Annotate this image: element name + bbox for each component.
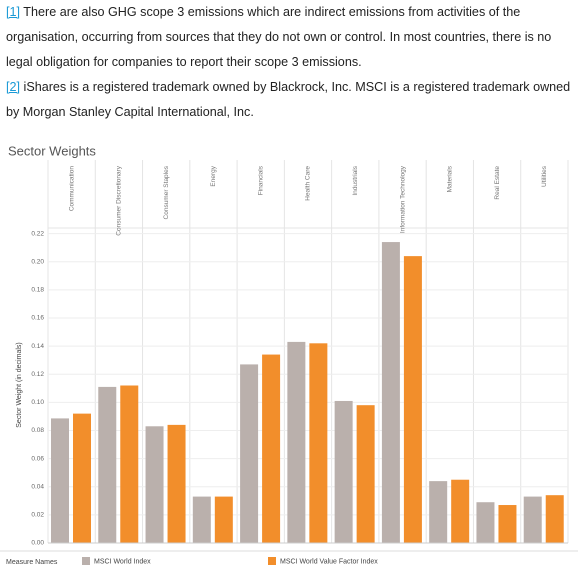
legend-title: Measure Names xyxy=(6,559,58,566)
y-tick-label: 0.02 xyxy=(31,512,44,519)
bar xyxy=(120,385,139,543)
bar xyxy=(356,405,375,543)
legend-swatch xyxy=(268,557,276,565)
y-tick-label: 0.04 xyxy=(31,483,44,490)
bar xyxy=(309,343,328,543)
bar xyxy=(98,386,117,543)
footnote-link[interactable]: [2] xyxy=(6,80,21,94)
footnote-text: iShares is a registered trademark owned … xyxy=(6,80,571,119)
bar xyxy=(545,495,564,543)
bar xyxy=(498,505,517,543)
x-category-label: Communication xyxy=(68,166,75,212)
x-category-label: Energy xyxy=(210,165,217,186)
y-axis-label: Sector Weight (in decimals) xyxy=(16,342,23,427)
legend-label: MSCI World Index xyxy=(94,558,151,565)
x-category-label: Consumer Discretionary xyxy=(116,165,123,235)
x-category-label: Utilities xyxy=(541,165,548,187)
y-tick-label: 0.16 xyxy=(31,315,44,322)
legend-swatch xyxy=(82,557,90,565)
bar xyxy=(167,424,186,543)
x-category-label: Industrials xyxy=(352,165,359,195)
x-category-label: Financials xyxy=(257,165,264,195)
bar xyxy=(451,479,470,543)
footnote-text: There are also GHG scope 3 emissions whi… xyxy=(6,5,552,69)
x-category-label: Materials xyxy=(447,165,454,192)
x-category-label: Real Estate xyxy=(494,166,501,200)
y-tick-label: 0.14 xyxy=(31,343,44,350)
y-tick-label: 0.20 xyxy=(31,258,44,265)
bar xyxy=(192,496,211,543)
footnote: [2] iShares is a registered trademark ow… xyxy=(6,75,572,125)
bar xyxy=(403,256,422,543)
bar xyxy=(51,418,69,543)
bar xyxy=(429,481,448,543)
chart-title: Sector Weights xyxy=(8,143,96,158)
y-tick-label: 0.12 xyxy=(31,371,44,378)
legend-label: MSCI World Value Factor Index xyxy=(280,558,378,565)
bar xyxy=(334,400,353,543)
x-category-label: Health Care xyxy=(305,166,312,201)
bar xyxy=(381,242,400,543)
bar xyxy=(287,341,306,543)
y-tick-label: 0.10 xyxy=(31,399,44,406)
bar xyxy=(262,354,281,543)
y-tick-label: 0.18 xyxy=(31,287,44,294)
footnote: [1] There are also GHG scope 3 emissions… xyxy=(6,0,572,75)
y-tick-label: 0.06 xyxy=(31,455,44,462)
y-tick-label: 0.00 xyxy=(31,540,44,547)
bar xyxy=(240,364,259,543)
bar xyxy=(145,426,164,543)
chart: Sector Weights Sector Weight (in decimal… xyxy=(0,143,578,566)
bar xyxy=(476,502,495,543)
bar xyxy=(523,496,542,543)
bar xyxy=(73,413,91,543)
x-category-label: Information Technology xyxy=(399,165,406,233)
x-category-label: Consumer Staples xyxy=(163,165,170,219)
footnote-link[interactable]: [1] xyxy=(6,5,21,19)
bar xyxy=(214,496,233,543)
y-tick-label: 0.22 xyxy=(31,230,44,237)
y-tick-label: 0.08 xyxy=(31,427,44,434)
footnotes: [1] There are also GHG scope 3 emissions… xyxy=(6,0,572,125)
